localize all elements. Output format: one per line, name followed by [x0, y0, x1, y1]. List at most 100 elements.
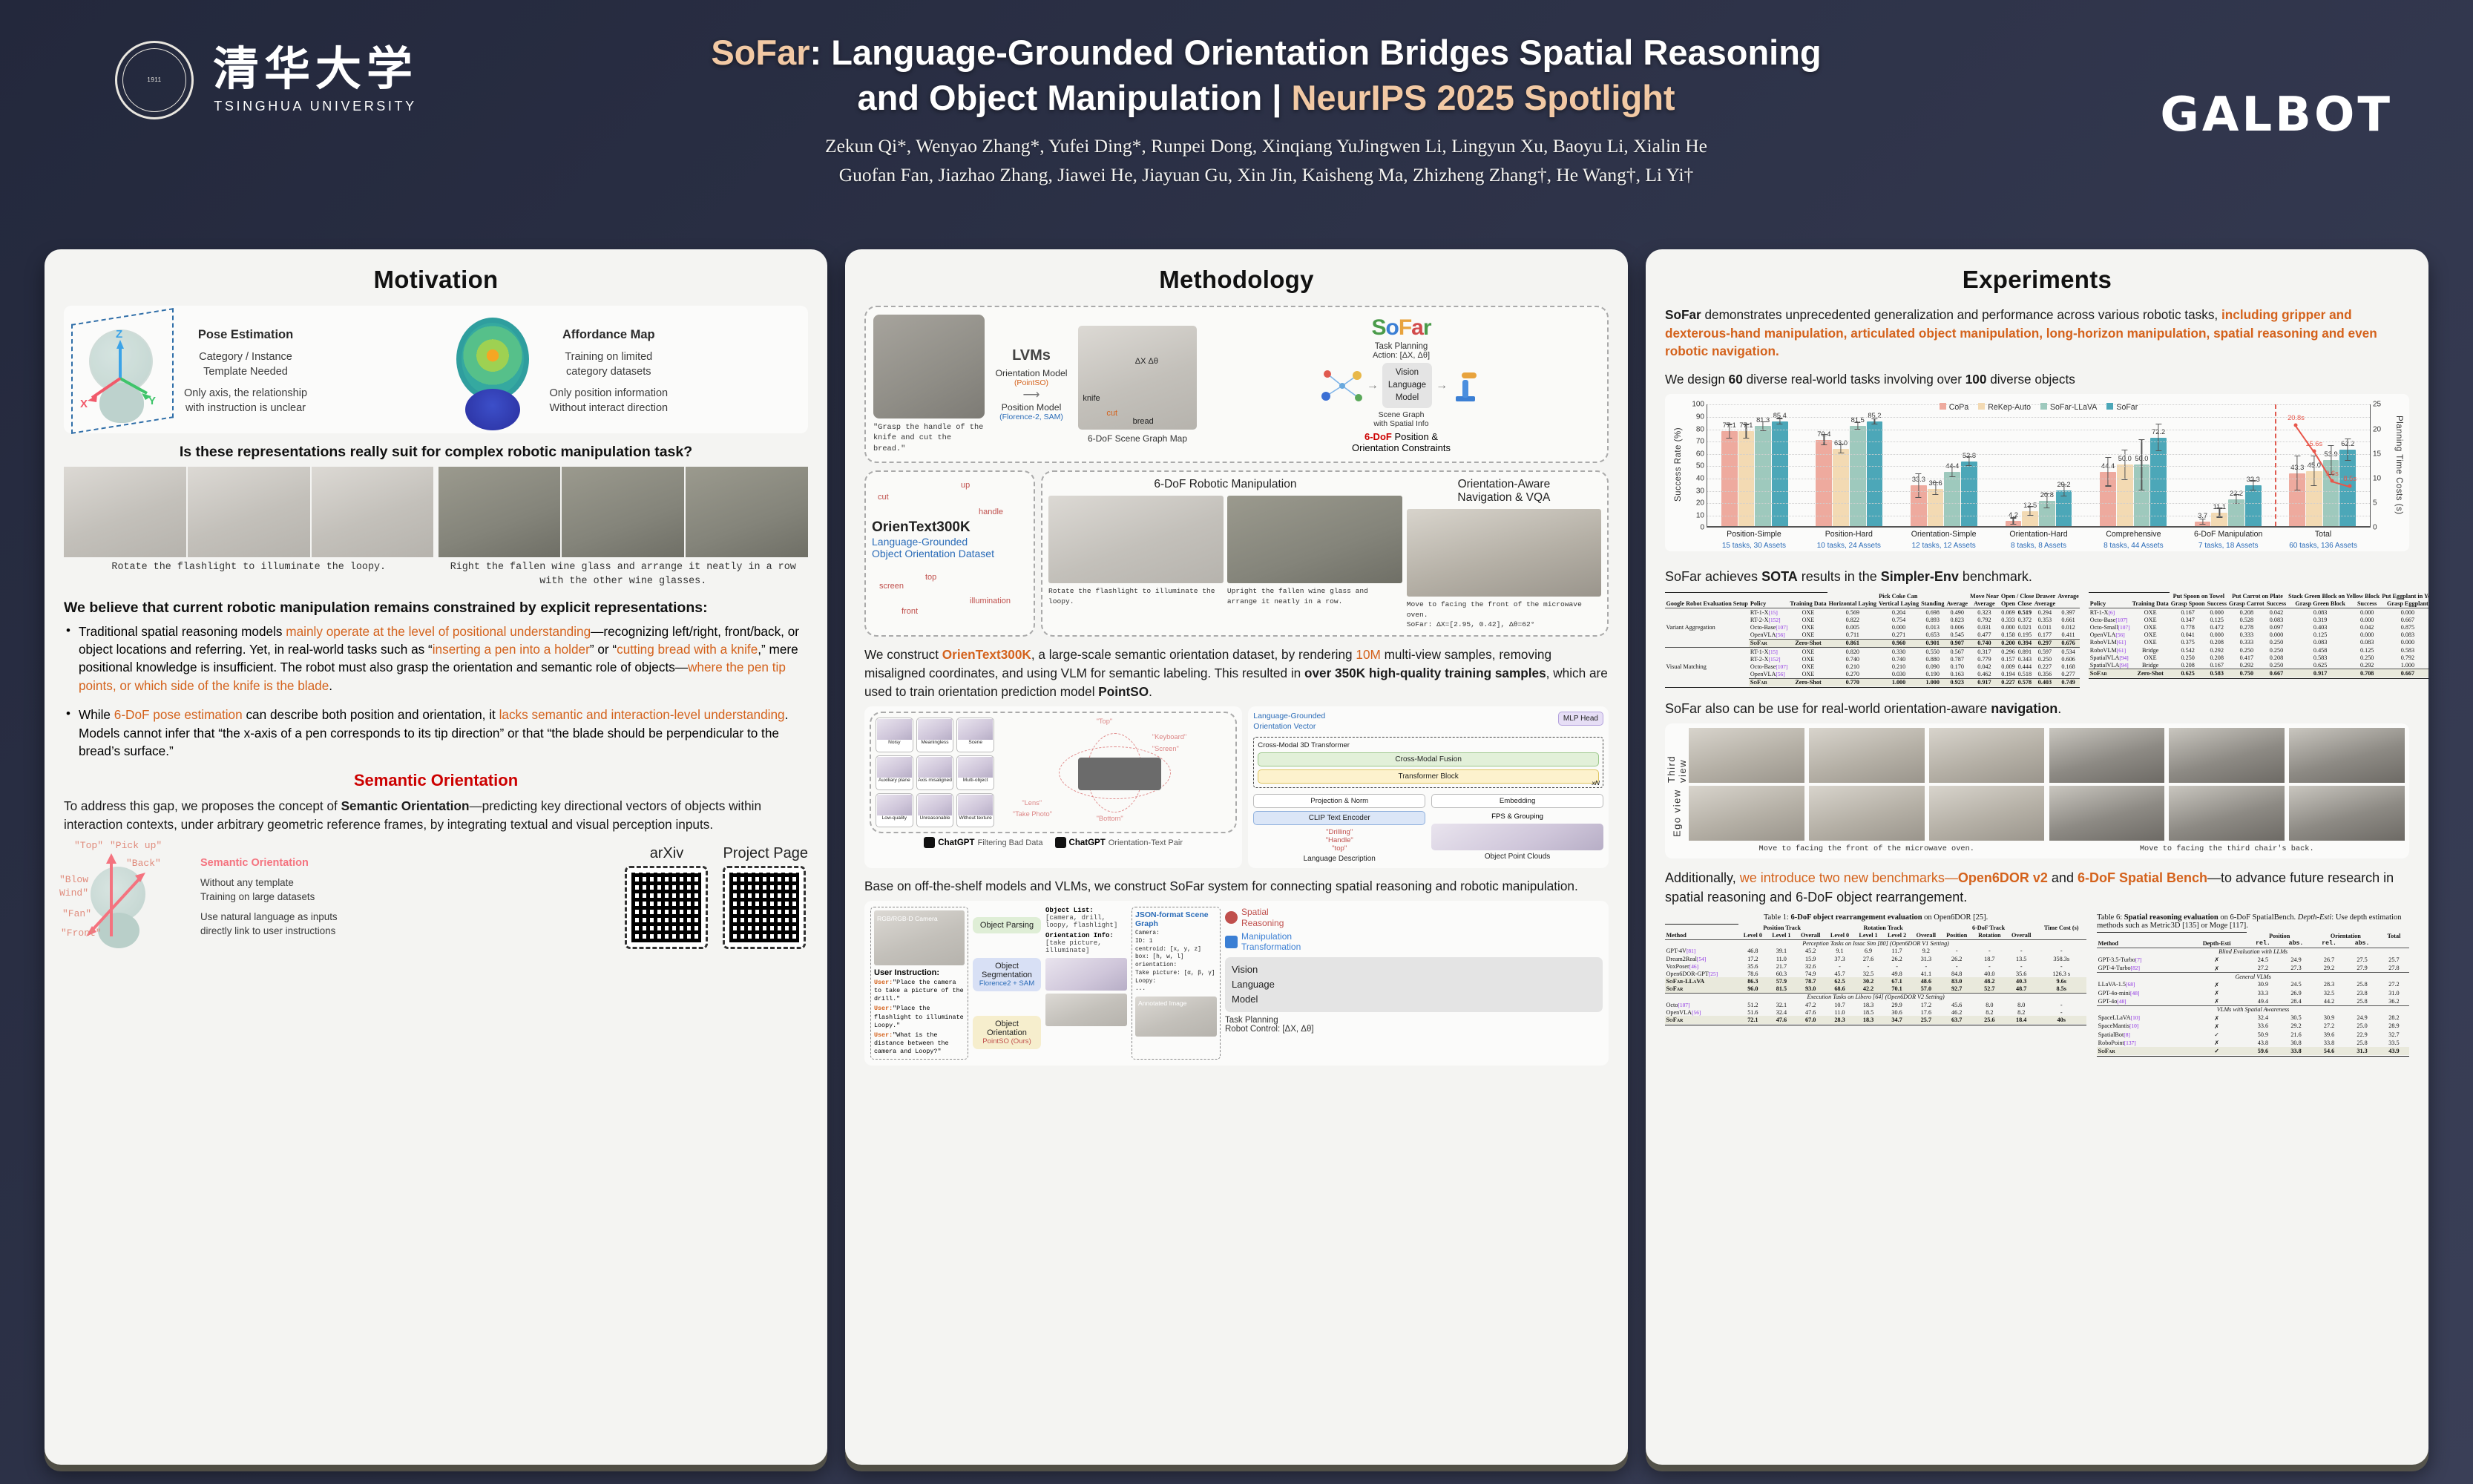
constraints-line: 6-DoF Position & — [1203, 431, 1600, 442]
chart-bar[interactable]: 52.8 — [1961, 452, 1977, 527]
t6cap-ref1[interactable]: [135] — [2182, 921, 2199, 930]
table-cell: 0.891 — [2016, 646, 2033, 656]
qr-project[interactable]: Project Page — [723, 845, 808, 949]
table-citation[interactable]: [25] — [1708, 970, 1718, 977]
chart-bar[interactable]: 3.7 — [2194, 512, 2211, 527]
pointso-out-2: Orientation Vector — [1253, 721, 1316, 731]
chart-time-point[interactable] — [2348, 484, 2352, 488]
table-citation[interactable]: [46] — [1689, 962, 1699, 970]
chart-legend-item[interactable]: SoFar — [2106, 403, 2138, 412]
table-citation[interactable]: [15] — [1768, 648, 1778, 655]
table-citation[interactable]: [137] — [2124, 1039, 2136, 1046]
chart-bar[interactable]: 4.2 — [2005, 511, 2022, 527]
chart-bar[interactable]: 62.2 — [2339, 439, 2357, 527]
table-citation[interactable]: [48] — [2130, 989, 2140, 997]
qr-arxiv[interactable]: arXiv — [625, 845, 709, 949]
methodology-title: Methodology — [1159, 266, 1314, 293]
chart-bar[interactable]: 44.4 — [1944, 462, 1961, 527]
affordance-map-block: Affordance Map Training on limited categ… — [440, 312, 806, 430]
so-label-pickup: "Pick up" — [110, 839, 162, 851]
table-cell: 67.0 — [1796, 1016, 1826, 1024]
table-citation[interactable]: [107] — [2118, 623, 2130, 631]
chart-bar[interactable]: 20.8 — [2039, 491, 2055, 527]
qr-project-code[interactable] — [723, 865, 807, 949]
table-citation[interactable]: [56] — [2115, 631, 2125, 639]
table-citation[interactable]: [8] — [2124, 1031, 2130, 1038]
qr-arxiv-code[interactable] — [625, 865, 709, 949]
table-cell: 0.200 — [2000, 638, 2017, 648]
table-citation[interactable]: [56] — [1692, 1008, 1701, 1016]
so-label-top: "Top" — [74, 839, 104, 851]
table-citation[interactable]: [81] — [1686, 948, 1696, 955]
table-citation[interactable]: [61] — [2116, 639, 2126, 646]
chart-time-point[interactable] — [2312, 449, 2316, 453]
user-tag: User: — [874, 1031, 893, 1039]
table-cell: 0.278 — [2239, 623, 2254, 631]
chart-time-point[interactable] — [2293, 423, 2298, 427]
b1e: ” or “ — [589, 641, 617, 657]
chart-legend-item[interactable]: CoPa — [1939, 403, 1968, 412]
chart-bar[interactable]: 43.3 — [2289, 456, 2306, 527]
photo-nav2-ego-1 — [2049, 785, 2165, 841]
table-citation[interactable]: [6] — [2108, 608, 2115, 616]
chart-error-bar — [2060, 484, 2068, 497]
benchmarks-line: Additionally, we introduce two new bench… — [1665, 869, 2409, 907]
table-citation[interactable]: [10] — [2129, 1022, 2139, 1030]
chart-time-point[interactable] — [2330, 479, 2334, 483]
table-cell: 0.125 — [2359, 646, 2374, 654]
table-citation[interactable]: [107] — [1678, 1001, 1690, 1008]
step-1-name: Object Parsing — [979, 921, 1034, 930]
fan-base-icon — [99, 383, 144, 423]
chatgpt-1-sub: Filtering Bad Data — [977, 838, 1043, 847]
chart-error-bar — [2043, 493, 2051, 508]
chart-bar[interactable]: 44.4 — [2100, 456, 2116, 527]
chart-bar[interactable]: 11.1 — [2211, 503, 2228, 527]
filter-cell: Scene — [956, 718, 994, 752]
t6cap-ref2[interactable]: [117] — [2229, 921, 2247, 930]
chart-legend-item[interactable]: SoFar-LLaVA — [2040, 403, 2097, 412]
table-row: OpenVLA[56] 51.6 32.4 47.6 11.0 18.5 30.6 17.6 4… — [1665, 1008, 2086, 1016]
chart-bar[interactable]: 85.4 — [1771, 412, 1788, 527]
table-citation[interactable]: [152] — [1768, 655, 1781, 663]
chart-x-label: Orientation-Simple — [1911, 530, 1977, 539]
chart-bar[interactable]: 29.2 — [2055, 481, 2072, 527]
table-citation[interactable]: [94] — [2119, 661, 2129, 669]
table-citation[interactable]: [107] — [1776, 623, 1788, 631]
table-citation[interactable]: [10] — [2130, 1014, 2140, 1022]
design-d: 100 — [1965, 371, 1987, 387]
chart-bar[interactable]: 81.5 — [1849, 416, 1866, 527]
table-cell: 1.000 — [2400, 661, 2415, 669]
table-row: OpenVLA[56] OXE 0.041 0.000 0.333 0.000 0.125 0… — [2089, 631, 2428, 639]
table-citation[interactable]: [94] — [2119, 654, 2129, 661]
table-citation[interactable]: [107] — [2115, 616, 2128, 623]
chart-bar[interactable]: 72.2 — [2150, 424, 2167, 527]
table-citation[interactable]: [82] — [2130, 965, 2140, 971]
filter-cell: Auxiliary plane — [876, 755, 913, 790]
table-citation[interactable]: [15] — [1768, 608, 1778, 616]
table-cell: 18.7 — [1984, 955, 1995, 962]
chart-bar[interactable]: 70.4 — [1816, 430, 1833, 527]
table-citation[interactable]: [7] — [2135, 956, 2142, 963]
table-citation[interactable]: [152] — [1768, 616, 1781, 623]
table-citation[interactable]: [48] — [2117, 997, 2126, 1005]
chart-bar[interactable]: 63.0 — [1833, 439, 1849, 527]
chart-bar[interactable]: 12.5 — [2022, 502, 2039, 527]
chart-bar[interactable]: 30.6 — [1927, 479, 1944, 527]
spatial-reasoning-2: Reasoning — [1241, 917, 1284, 928]
chart-bar[interactable]: 45.0 — [2306, 455, 2322, 527]
table-citation[interactable]: [56] — [1776, 631, 1785, 639]
t1cap-ref[interactable]: [25] — [1973, 913, 1986, 922]
chart-bar[interactable]: 50.0 — [2116, 449, 2133, 527]
table-citation[interactable]: [61] — [2116, 646, 2126, 654]
scene-graph-note-1: Scene Graph — [1378, 410, 1425, 420]
chart-legend-item[interactable]: ReKep-Auto — [1978, 403, 2031, 412]
table-citation[interactable]: [107] — [1776, 663, 1788, 670]
chart-bar[interactable]: 50.0 — [2133, 439, 2150, 527]
chart-bar[interactable]: 81.3 — [1755, 416, 1771, 527]
table-row: OpenVLA[56] OXE 0.711 0.271 0.653 0.545 0.477 0… — [1665, 631, 2080, 640]
table-citation[interactable]: [68] — [2126, 981, 2135, 988]
table-row: Octo-Base[107] OXE 0.210 0.210 0.090 0.170 0.0… — [1665, 663, 2080, 670]
chart-bar[interactable]: 85.2 — [1866, 412, 1883, 527]
table-citation[interactable]: [56] — [1776, 671, 1785, 678]
table-citation[interactable]: [54] — [1696, 955, 1707, 962]
